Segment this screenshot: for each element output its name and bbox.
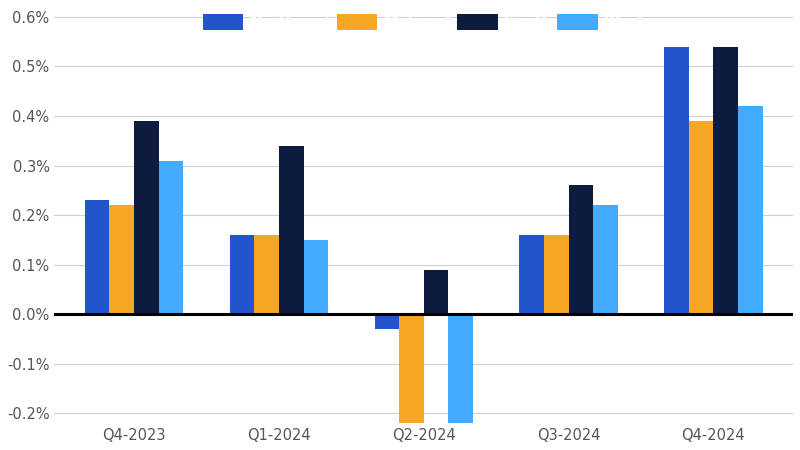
Bar (399, 314, 424, 450)
Bar (110, 205, 134, 314)
Bar (424, 270, 448, 314)
Bar (569, 185, 593, 314)
Bar (519, 235, 544, 314)
Bar (374, 314, 399, 329)
Bar (448, 314, 473, 450)
Bar (85, 200, 110, 314)
Bar (134, 121, 158, 314)
Bar (230, 235, 254, 314)
Bar (158, 161, 183, 314)
Bar (593, 205, 618, 314)
Bar (544, 235, 569, 314)
Legend: Northeast, Midwest, South, West: Northeast, Midwest, South, West (202, 14, 645, 30)
Bar (689, 121, 714, 314)
Bar (738, 106, 762, 314)
Bar (254, 235, 279, 314)
Bar (714, 47, 738, 314)
Bar (303, 240, 328, 314)
Bar (664, 47, 689, 314)
Bar (279, 146, 303, 314)
